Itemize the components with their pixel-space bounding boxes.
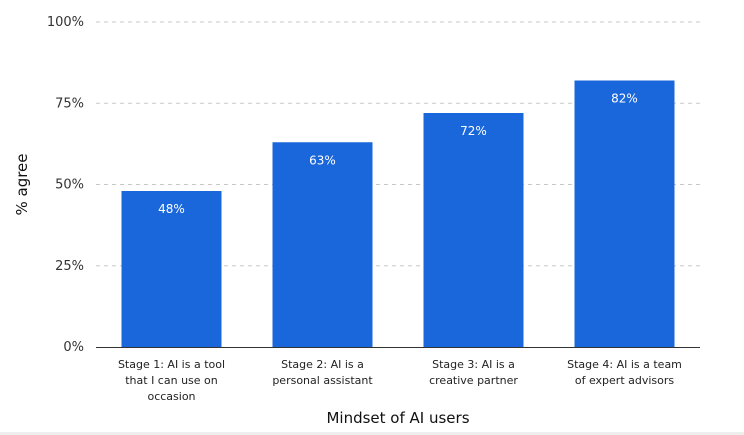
x-tick-label: Stage 4: AI is a team of expert advisors <box>567 358 682 387</box>
bar <box>272 142 373 347</box>
y-tick-label: 100% <box>47 15 84 30</box>
bottom-divider <box>0 432 744 435</box>
y-tick-labels: 0% 25% 50% 75% 100% <box>47 15 84 355</box>
bar-value-label: 82% <box>611 92 638 106</box>
x-tick-label-line: occasion <box>147 390 195 403</box>
bar <box>423 113 524 347</box>
x-tick-label: Stage 2: AI is a personal assistant <box>272 358 373 387</box>
x-axis-title: Mindset of AI users <box>326 409 469 427</box>
x-tick-label-line: Stage 2: AI is a <box>281 358 364 371</box>
bar-value-label: 72% <box>460 124 487 138</box>
x-tick-label-line: of expert advisors <box>575 374 675 387</box>
bar-value-label: 48% <box>158 202 185 216</box>
bar <box>574 80 675 347</box>
y-tick-label: 0% <box>63 340 84 355</box>
y-tick-label: 25% <box>55 259 84 274</box>
x-tick-label-line: Stage 3: AI is a <box>432 358 515 371</box>
bar-value-label: 63% <box>309 153 336 167</box>
x-tick-label: Stage 1: AI is a tool that I can use on oc… <box>118 358 225 403</box>
x-tick-label-line: Stage 4: AI is a team <box>567 358 682 371</box>
x-tick-label-line: that I can use on <box>125 374 218 387</box>
y-tick-label: 75% <box>55 96 84 111</box>
y-tick-label: 50% <box>55 178 84 193</box>
x-tick-label-line: creative partner <box>429 374 518 387</box>
x-tick-label-line: Stage 1: AI is a tool <box>118 358 225 371</box>
bars: 48% 63% 72% 82% <box>121 80 675 347</box>
x-tick-label-line: personal assistant <box>272 374 373 387</box>
x-tick-labels: Stage 1: AI is a tool that I can use on oc… <box>118 358 682 403</box>
y-axis-title: % agree <box>13 153 31 215</box>
x-tick-label: Stage 3: AI is a creative partner <box>429 358 518 387</box>
bar <box>121 191 222 347</box>
